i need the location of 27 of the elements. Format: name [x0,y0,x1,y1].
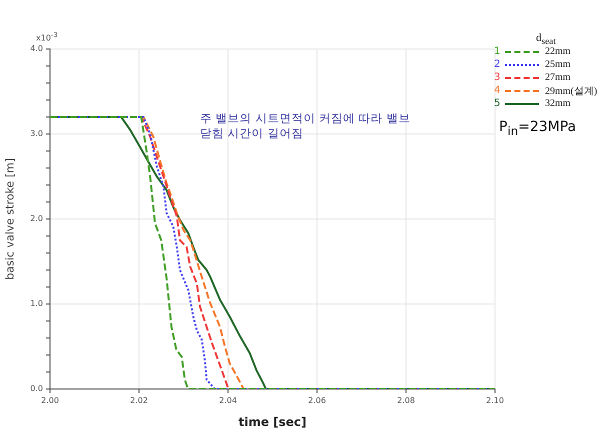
annotation: 1 [494,46,502,57]
x-axis-title: time [sec] [238,414,307,429]
annotation: 주 밸브의 시트면적이 커짐에 따라 밸브 닫힘 시간이 길어짐 [200,111,410,141]
text: P$_{in}$=23MPa [499,118,576,139]
y-axis-title: basic valve stroke [m] [3,158,16,280]
y-tick-label: 4.0 [30,44,43,54]
legend-label: 27mm [545,72,571,83]
x-tick-label: 2.00 [41,396,59,405]
y-tick-label: 3.0 [30,129,43,138]
legend-label: 32mm [545,98,571,109]
legend-label: 29mm(설계) [545,84,598,98]
x-tick-label: 2.04 [219,396,237,405]
annotation: 4 [494,85,502,96]
annotation: 3 [494,72,502,83]
y-tick-label: 0.0 [30,384,43,394]
annotation: 5 [494,98,502,109]
x-tick-label: 2.10 [486,396,504,405]
legend-label: 25mm [545,59,571,70]
legend-title: d$_{seat}$ [536,31,557,46]
x-tick-label: 2.06 [308,396,326,405]
legend-label: 22mm [545,46,571,57]
text: x10$^{-3}$ [36,31,58,44]
annotation: 2 [494,59,502,70]
y-tick-label: 2.0 [30,214,43,224]
x-tick-label: 2.08 [397,396,415,405]
x-tick-label: 2.02 [130,396,148,405]
y-tick-label: 1.0 [30,299,43,308]
